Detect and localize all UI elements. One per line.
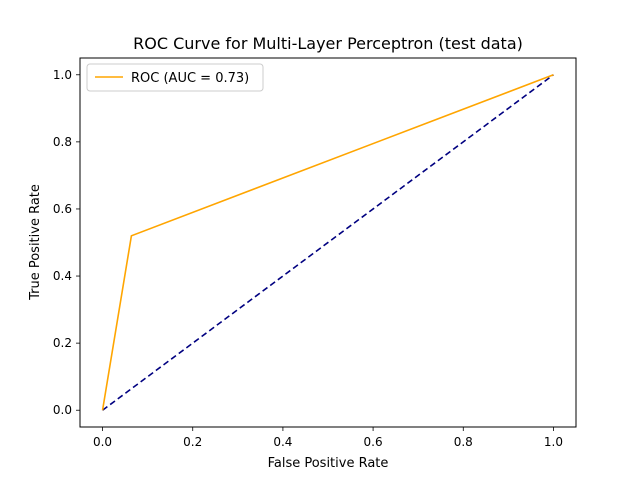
legend-label-roc: ROC (AUC = 0.73) xyxy=(131,71,249,86)
x-tick-label: 0.2 xyxy=(183,435,202,449)
y-tick-label: 0.6 xyxy=(53,202,72,216)
x-tick-label: 0.6 xyxy=(364,435,383,449)
y-tick-label: 0.2 xyxy=(53,336,72,350)
y-axis-label: True Positive Rate xyxy=(28,184,43,301)
x-tick-label: 1.0 xyxy=(544,435,563,449)
axes-frame xyxy=(79,57,577,428)
chart-title: ROC Curve for Multi-Layer Perceptron (te… xyxy=(133,34,523,53)
x-tick-label: 0.8 xyxy=(454,435,473,449)
y-tick-label: 0.8 xyxy=(53,135,72,149)
legend: ROC (AUC = 0.73) xyxy=(86,63,264,92)
roc-curve-line xyxy=(101,74,554,411)
x-tick-label: 0.4 xyxy=(273,435,292,449)
x-tick-label: 0.0 xyxy=(93,435,112,449)
x-ticks: 0.0 0.2 0.4 0.6 0.8 1.0 xyxy=(93,427,563,449)
y-tick-label: 0.4 xyxy=(53,269,72,283)
x-axis-label: False Positive Rate xyxy=(268,456,389,471)
plot-area: 0.0 0.2 0.4 0.6 0.8 1.0 0.0 0.2 0.4 0.6 0.8 1.0 xyxy=(53,57,577,449)
y-tick-label: 0.0 xyxy=(53,403,72,417)
legend-box xyxy=(86,63,264,92)
series-layer xyxy=(101,74,554,411)
y-tick-label: 1.0 xyxy=(53,68,72,82)
chance-diagonal-line xyxy=(102,74,554,411)
y-ticks: 0.0 0.2 0.4 0.6 0.8 1.0 xyxy=(53,68,80,417)
